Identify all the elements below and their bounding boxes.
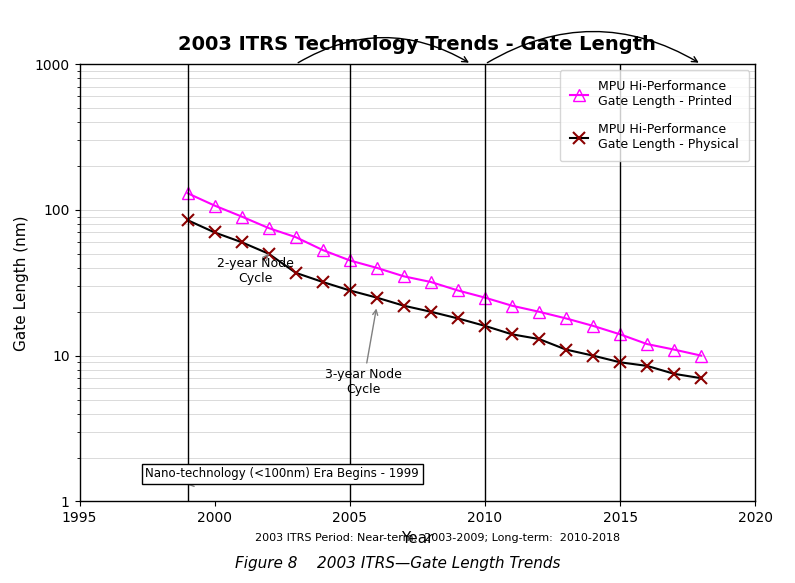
X-axis label: Year: Year: [401, 531, 433, 546]
Line: MPU Hi-Performance
Gate Length - Printed: MPU Hi-Performance Gate Length - Printed: [182, 188, 707, 361]
MPU Hi-Performance
Gate Length - Physical: [696, 375, 706, 382]
MPU Hi-Performance
Gate Length - Printed: [264, 224, 273, 231]
MPU Hi-Performance
Gate Length - Printed: [561, 315, 571, 322]
MPU Hi-Performance
Gate Length - Printed: [291, 234, 301, 241]
MPU Hi-Performance
Gate Length - Printed: [642, 340, 652, 347]
MPU Hi-Performance
Gate Length - Printed: [318, 247, 328, 254]
MPU Hi-Performance
Gate Length - Physical: [453, 315, 463, 322]
MPU Hi-Performance
Gate Length - Printed: [237, 213, 246, 220]
MPU Hi-Performance
Gate Length - Printed: [615, 331, 625, 338]
MPU Hi-Performance
Gate Length - Printed: [507, 302, 517, 309]
Line: MPU Hi-Performance
Gate Length - Physical: MPU Hi-Performance Gate Length - Physica…: [182, 215, 707, 384]
MPU Hi-Performance
Gate Length - Printed: [372, 264, 382, 271]
Text: Nano-technology (<100nm) Era Begins - 1999: Nano-technology (<100nm) Era Begins - 19…: [145, 467, 419, 486]
MPU Hi-Performance
Gate Length - Physical: [507, 331, 517, 338]
MPU Hi-Performance
Gate Length - Physical: [345, 287, 355, 294]
MPU Hi-Performance
Gate Length - Physical: [480, 322, 490, 329]
MPU Hi-Performance
Gate Length - Physical: [210, 229, 219, 236]
MPU Hi-Performance
Gate Length - Printed: [480, 294, 490, 301]
MPU Hi-Performance
Gate Length - Physical: [588, 352, 598, 359]
MPU Hi-Performance
Gate Length - Printed: [696, 352, 706, 359]
Title: 2003 ITRS Technology Trends - Gate Length: 2003 ITRS Technology Trends - Gate Lengt…: [178, 35, 657, 54]
MPU Hi-Performance
Gate Length - Physical: [291, 269, 301, 276]
MPU Hi-Performance
Gate Length - Printed: [345, 257, 355, 264]
MPU Hi-Performance
Gate Length - Physical: [264, 250, 273, 257]
MPU Hi-Performance
Gate Length - Printed: [426, 279, 436, 286]
MPU Hi-Performance
Gate Length - Printed: [534, 308, 544, 315]
MPU Hi-Performance
Gate Length - Physical: [426, 308, 436, 315]
Y-axis label: Gate Length (nm): Gate Length (nm): [14, 215, 29, 350]
Text: 2-year Node
Cycle: 2-year Node Cycle: [217, 254, 293, 285]
MPU Hi-Performance
Gate Length - Physical: [561, 346, 571, 353]
MPU Hi-Performance
Gate Length - Printed: [210, 202, 219, 209]
MPU Hi-Performance
Gate Length - Physical: [669, 370, 679, 377]
MPU Hi-Performance
Gate Length - Printed: [399, 273, 409, 280]
Legend: MPU Hi-Performance
Gate Length - Printed, MPU Hi-Performance
Gate Length - Physi: MPU Hi-Performance Gate Length - Printed…: [560, 71, 749, 161]
MPU Hi-Performance
Gate Length - Physical: [237, 238, 246, 245]
MPU Hi-Performance
Gate Length - Physical: [318, 279, 328, 286]
MPU Hi-Performance
Gate Length - Physical: [615, 359, 625, 366]
MPU Hi-Performance
Gate Length - Printed: [453, 287, 463, 294]
MPU Hi-Performance
Gate Length - Printed: [183, 190, 192, 197]
Text: 3-year Node
Cycle: 3-year Node Cycle: [325, 310, 401, 396]
Text: Figure 8    2003 ITRS—Gate Length Trends: Figure 8 2003 ITRS—Gate Length Trends: [235, 556, 560, 571]
MPU Hi-Performance
Gate Length - Physical: [372, 294, 382, 301]
MPU Hi-Performance
Gate Length - Printed: [588, 322, 598, 329]
MPU Hi-Performance
Gate Length - Printed: [669, 346, 679, 353]
MPU Hi-Performance
Gate Length - Physical: [642, 363, 652, 370]
MPU Hi-Performance
Gate Length - Physical: [183, 217, 192, 224]
MPU Hi-Performance
Gate Length - Physical: [399, 302, 409, 309]
MPU Hi-Performance
Gate Length - Physical: [534, 336, 544, 343]
Text: 2003 ITRS Period: Near-term:  2003-2009; Long-term:  2010-2018: 2003 ITRS Period: Near-term: 2003-2009; …: [254, 533, 620, 543]
